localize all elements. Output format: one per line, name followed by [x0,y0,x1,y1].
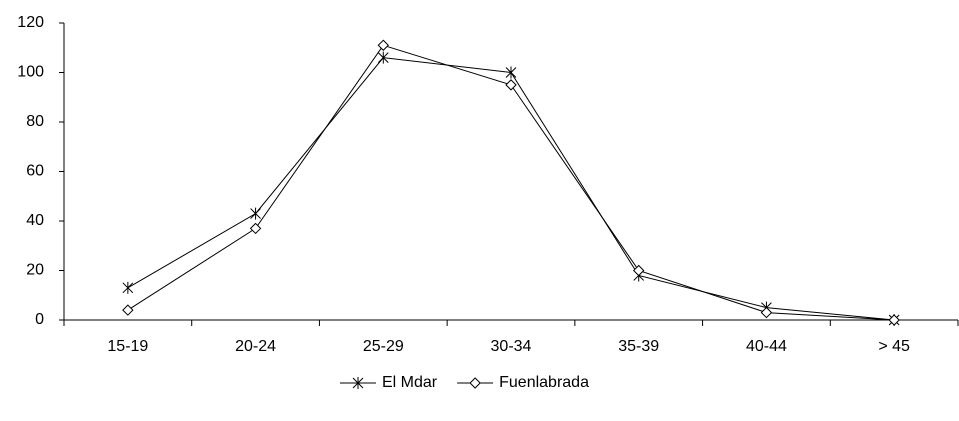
marker [249,222,262,235]
y-tick-label: 40 [26,212,44,229]
marker [633,264,645,277]
marker [505,79,517,91]
x-tick-label: > 45 [878,338,910,355]
marker [377,39,389,51]
marker [122,304,134,316]
marker [760,306,773,319]
y-tick-label: 100 [17,64,44,81]
x-tick-label: 20-24 [235,338,276,355]
marker [469,377,481,389]
x-tick-label: 40-44 [746,338,787,355]
y-tick-label: 80 [26,113,44,130]
marker [122,281,134,294]
marker [377,51,389,64]
marker [250,207,261,220]
x-tick-label: 30-34 [491,338,532,355]
x-tick-label: 25-29 [363,338,404,355]
marker [352,377,364,389]
y-tick-label: 60 [26,163,44,180]
x-tick-label: 35-39 [618,338,659,355]
legend-label: Fuenlabrada [499,374,589,391]
x-tick-label: 15-19 [107,338,148,355]
y-tick-label: 0 [35,311,44,328]
y-tick-label: 20 [26,262,44,279]
series-line [127,57,895,321]
y-tick-label: 120 [17,14,44,31]
marker [888,314,900,326]
marker [505,66,517,79]
legend-label: El Mdar [382,374,438,391]
